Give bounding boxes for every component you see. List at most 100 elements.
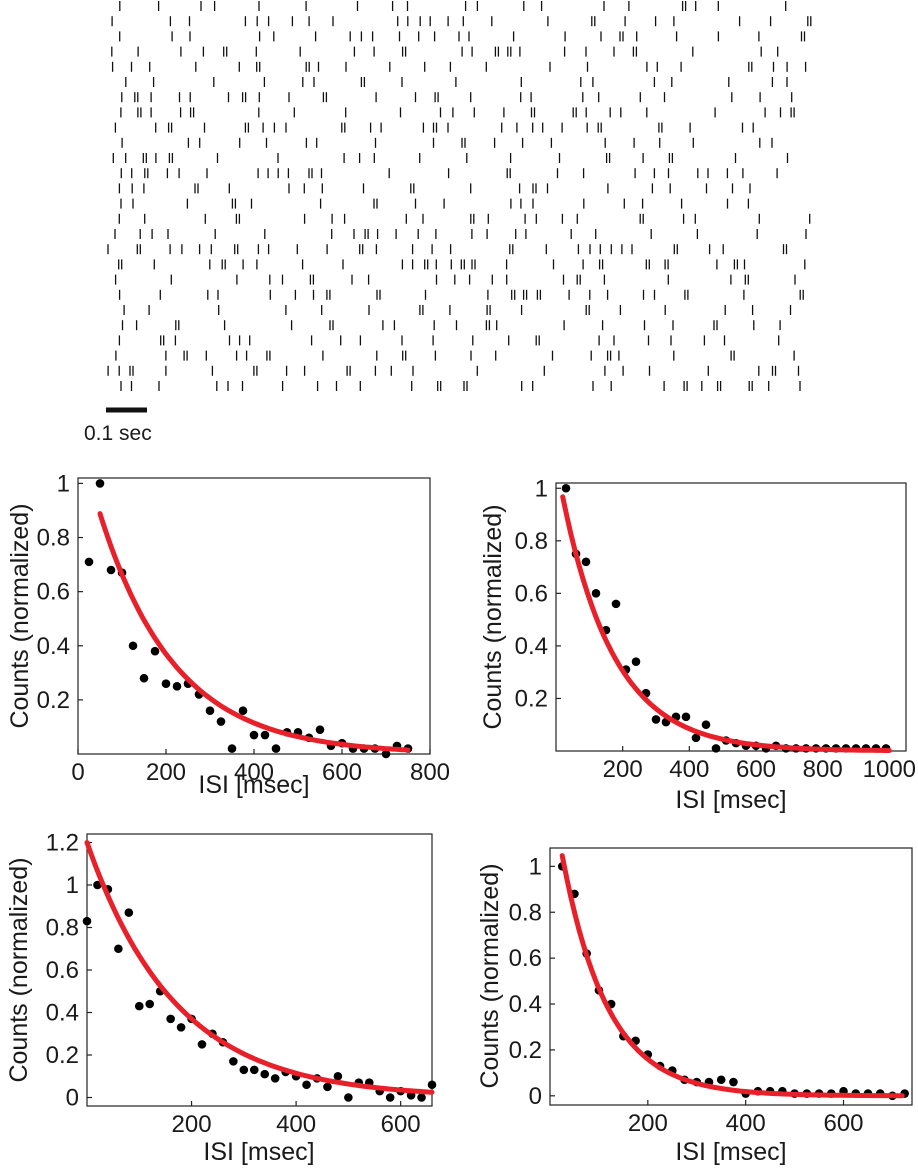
x-tick-label: 600 — [381, 1111, 421, 1138]
data-point — [417, 1093, 426, 1102]
x-tick-label: 600 — [823, 1110, 863, 1137]
data-point — [95, 479, 105, 488]
data-point — [260, 730, 270, 740]
plot-frame — [77, 477, 431, 755]
x-tick-label: 1000 — [863, 756, 916, 783]
data-point — [611, 599, 621, 609]
x-axis-label: ISI [msec] — [198, 771, 309, 799]
x-tick-label: 400 — [276, 1111, 316, 1138]
x-tick-label: 800 — [410, 759, 450, 786]
y-tick-label: 0.4 — [46, 1000, 79, 1027]
data-point — [270, 1074, 280, 1083]
y-tick-label: 0.6 — [515, 580, 548, 607]
x-tick-label: 200 — [603, 756, 643, 783]
scale-bar-label: 0.1 sec — [84, 422, 152, 445]
data-point — [333, 1071, 343, 1081]
y-tick-label: 0.6 — [509, 945, 542, 972]
data-point — [197, 1040, 207, 1049]
data-point — [323, 1082, 332, 1092]
data-point — [84, 557, 94, 567]
y-tick-label: 1 — [66, 872, 79, 899]
data-point — [691, 733, 701, 743]
data-point — [249, 1065, 259, 1075]
x-tick-label: 200 — [628, 1110, 668, 1137]
data-point — [239, 1065, 249, 1075]
x-tick-label: 200 — [146, 759, 186, 786]
isi-histogram-top-left: 0 200 400 600 800 0.2 0.4 0.6 0.8 1 ISI [msec] Coun… — [6, 470, 450, 799]
data-point — [161, 679, 171, 688]
y-tick-label: 0 — [529, 1083, 542, 1110]
y-tick-label: 1.2 — [46, 830, 79, 857]
exponential-fit-line — [97, 511, 411, 753]
data-point — [302, 1080, 311, 1090]
y-tick-label: 0 — [66, 1085, 79, 1112]
y-tick-label: 0.6 — [46, 957, 79, 984]
data-point — [176, 1023, 186, 1032]
isi-histogram-bottom-right: 200 400 600 0 0.2 0.4 0.6 0.8 1 ISI [msec] Counts … — [476, 847, 913, 1166]
data-point — [82, 916, 92, 926]
x-axis-label: ISI [msec] — [203, 1138, 314, 1166]
data-point — [238, 706, 248, 716]
x-tick-label: 800 — [803, 756, 843, 783]
y-tick-label: 0.4 — [509, 991, 542, 1018]
x-tick-label: 600 — [322, 759, 362, 786]
x-axis-label: ISI [msec] — [675, 1138, 786, 1166]
y-tick-label: 1 — [57, 470, 70, 497]
data-point — [315, 725, 325, 734]
data-point — [229, 1057, 238, 1066]
data-point — [150, 646, 160, 656]
data-point — [124, 908, 134, 917]
x-tick-label: 400 — [726, 1110, 766, 1137]
y-tick-label: 0.6 — [37, 579, 70, 606]
data-point — [216, 717, 226, 726]
y-tick-label: 0.2 — [46, 1042, 79, 1069]
data-point — [134, 1001, 144, 1011]
data-point — [711, 744, 721, 753]
data-point — [139, 673, 149, 683]
y-tick-label: 1 — [529, 853, 542, 880]
y-tick-label: 0.2 — [509, 1037, 542, 1064]
data-point — [227, 744, 237, 753]
y-tick-label: 0.8 — [509, 899, 542, 926]
exponential-fit-line — [560, 494, 892, 753]
y-tick-label: 0.4 — [515, 633, 548, 660]
y-tick-label: 0.8 — [37, 525, 70, 552]
plot-frame — [555, 482, 907, 752]
y-axis-label: Counts (normalized) — [476, 863, 504, 1088]
data-point — [701, 720, 711, 730]
plot-frame — [549, 847, 913, 1106]
data-point — [581, 557, 591, 567]
y-axis-label: Counts (normalized) — [5, 857, 33, 1082]
data-point — [381, 749, 391, 759]
data-point — [93, 880, 102, 890]
x-tick-label: 400 — [669, 756, 709, 783]
spike-raster — [107, 1, 812, 391]
data-point — [128, 641, 138, 651]
data-point — [591, 589, 601, 598]
data-point — [260, 1069, 270, 1079]
data-point — [729, 1077, 738, 1087]
data-point — [114, 944, 123, 954]
y-tick-label: 0.8 — [46, 915, 79, 942]
plot-frame — [86, 833, 433, 1107]
data-point — [631, 657, 641, 666]
isi-histogram-top-right: 200 400 600 800 1000 0.2 0.4 0.6 0.8 1 ISI [msec] C… — [479, 475, 916, 814]
data-point — [166, 1014, 175, 1024]
y-tick-label: 0.4 — [37, 633, 70, 660]
x-tick-label: 0 — [71, 759, 84, 786]
y-tick-label: 1 — [535, 475, 548, 502]
data-point — [205, 706, 215, 716]
data-point — [271, 744, 281, 753]
x-tick-label: 200 — [172, 1111, 212, 1138]
y-axis-label: Counts (normalized) — [6, 503, 34, 728]
y-axis-label: Counts (normalized) — [479, 504, 507, 729]
x-tick-label: 600 — [736, 756, 776, 783]
data-point — [681, 712, 691, 722]
data-point — [172, 682, 182, 691]
exponential-fit-line — [559, 853, 905, 1099]
y-tick-label: 0.8 — [515, 528, 548, 555]
data-point — [106, 565, 116, 575]
isi-histogram-bottom-left: 200 400 600 0 0.2 0.4 0.6 0.8 1 1.2 ISI [msec] Coun… — [5, 830, 437, 1166]
exponential-fit-line — [84, 840, 435, 1095]
